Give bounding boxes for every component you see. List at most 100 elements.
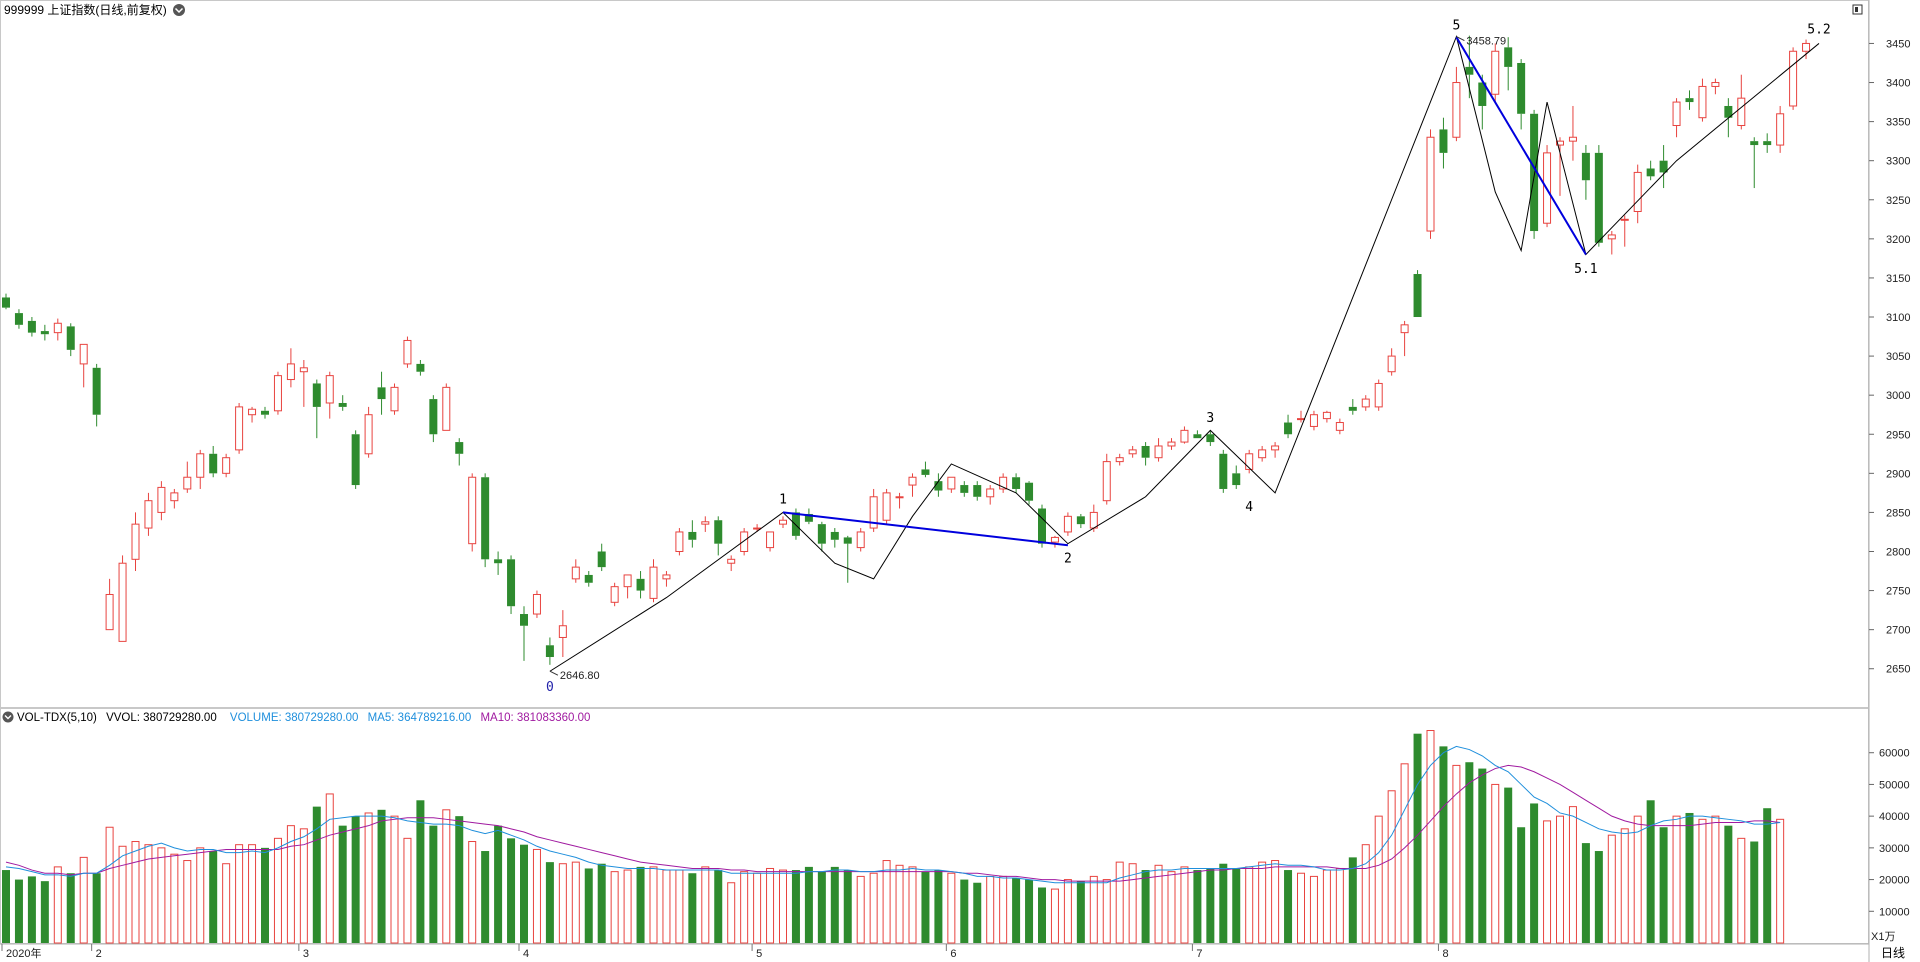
candle <box>817 521 826 552</box>
candle <box>1750 137 1759 189</box>
candle <box>507 555 516 615</box>
volume-axis: 10000 20000 30000 40000 50000 60000 X1万 <box>1869 748 1910 943</box>
candle <box>545 637 554 665</box>
candle <box>196 449 205 489</box>
candle-body <box>455 442 464 454</box>
volume-bar <box>364 812 373 944</box>
price-tick-label: 3450 <box>1886 38 1910 50</box>
candle <box>338 395 347 411</box>
volume-bar <box>1348 857 1357 943</box>
candle-body <box>144 500 153 529</box>
volume-bar <box>558 863 567 944</box>
candle <box>597 543 606 572</box>
chevron-down-circle-icon[interactable] <box>2 711 14 723</box>
candle-body <box>688 531 697 540</box>
candle <box>2 293 10 310</box>
candle <box>429 395 438 443</box>
volume-bar <box>999 875 1008 944</box>
candle-body <box>507 559 516 607</box>
candle <box>766 531 775 552</box>
chevron-down-circle-icon[interactable] <box>173 4 185 16</box>
wave-label: 5 <box>1452 19 1460 34</box>
candle <box>1232 465 1241 489</box>
volume-bar <box>14 879 23 943</box>
volume-bar <box>960 879 969 943</box>
candle-body <box>649 566 658 599</box>
volume-bar <box>1361 844 1370 944</box>
candle <box>934 473 943 497</box>
candle-body <box>222 457 231 474</box>
candle <box>1309 410 1318 431</box>
candle <box>1737 74 1746 130</box>
candle-body <box>947 476 956 490</box>
price-annotation: 2646.80 <box>560 670 600 682</box>
candle <box>27 317 36 337</box>
candle <box>481 473 490 568</box>
ma5-line <box>5 745 1781 884</box>
wave-label: 5.2 <box>1807 23 1830 38</box>
volume-bar <box>623 869 632 944</box>
volume-bar <box>1102 879 1111 944</box>
candle <box>986 485 995 505</box>
candle <box>14 309 23 329</box>
candle-body <box>701 521 710 525</box>
volume-bar <box>66 873 75 943</box>
candle <box>494 551 503 575</box>
volume-bar <box>390 815 399 944</box>
candle <box>1802 39 1811 60</box>
candle-body <box>157 486 166 513</box>
candle-body <box>1245 453 1254 470</box>
candle-body <box>584 574 593 583</box>
candle-body <box>895 496 904 499</box>
volume-bar <box>727 882 736 944</box>
volume-bar <box>1245 866 1254 944</box>
candle <box>1452 66 1461 142</box>
candle-body <box>403 339 412 365</box>
volume-ma-lines <box>5 745 1781 884</box>
candle-body <box>273 375 282 412</box>
volume-bar <box>1724 825 1733 943</box>
candle <box>1517 59 1526 130</box>
candle-body <box>856 531 865 549</box>
candle-body <box>79 343 88 365</box>
volume-bar <box>1025 879 1034 943</box>
price-tick-label: 3350 <box>1886 117 1910 129</box>
candle <box>921 461 930 478</box>
candle-body <box>1141 445 1150 458</box>
candle-body <box>817 524 826 544</box>
candle-body <box>1465 66 1474 75</box>
volume-bar <box>261 847 269 943</box>
volume-bar <box>701 866 710 944</box>
volume-bar <box>1258 861 1267 944</box>
volume-bar <box>1284 870 1293 943</box>
candle <box>222 453 231 478</box>
candle-body <box>532 593 541 615</box>
candle <box>701 516 710 532</box>
price-tick-label: 3250 <box>1886 195 1910 207</box>
price-tick-label: 3150 <box>1886 273 1910 285</box>
candle <box>688 520 697 548</box>
candle-body <box>804 513 813 522</box>
restore-window-icon[interactable] <box>1852 4 1863 15</box>
volume-bar <box>1491 783 1500 944</box>
candle-body <box>1400 324 1409 334</box>
month-label: 8 <box>1442 948 1448 960</box>
volume-value: VOLUME: 380729280.00 <box>230 712 359 724</box>
price-tick-label: 3300 <box>1886 156 1910 168</box>
volume-bar <box>1646 800 1655 943</box>
candle-body <box>1076 516 1085 525</box>
candle-body <box>1232 473 1241 486</box>
candle-body <box>1620 218 1629 221</box>
candle <box>1426 129 1435 239</box>
price-tick-label: 3100 <box>1886 312 1910 324</box>
time-axis: 2020年 2 3 4 5 6 7 8 <box>1 944 1449 960</box>
volume-bar <box>53 866 62 944</box>
candle <box>727 555 736 572</box>
volume-tick-label: 50000 <box>1879 779 1910 791</box>
candle <box>1556 137 1564 196</box>
candle-body <box>1478 82 1487 106</box>
candle <box>830 528 839 548</box>
wave-overlay: 0 1 2 3 4 5 5.1 5.2 2646.80 3458.79 <box>546 19 1831 695</box>
period-label[interactable]: 日线 <box>1881 946 1905 960</box>
